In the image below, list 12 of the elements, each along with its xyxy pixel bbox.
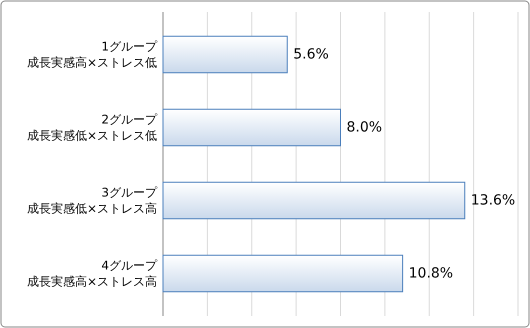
- data-label: 8.0%: [346, 119, 382, 136]
- bar: [162, 36, 288, 74]
- y-tick-label: 3グループ成長実感低×ストレス高: [26, 186, 158, 216]
- data-label: 5.6%: [293, 46, 329, 62]
- data-label: 13.6%: [470, 192, 516, 208]
- data-label: 10.8%: [408, 265, 454, 282]
- bar: [162, 254, 404, 292]
- bar: [162, 182, 466, 220]
- y-tick-label: 4グループ成長実感高×ストレス高: [26, 258, 158, 288]
- bar: [162, 108, 341, 146]
- y-tick-label: 1グループ成長実感高×ストレス低: [26, 40, 158, 70]
- y-tick-label: 2グループ成長実感低×ストレス低: [26, 112, 158, 142]
